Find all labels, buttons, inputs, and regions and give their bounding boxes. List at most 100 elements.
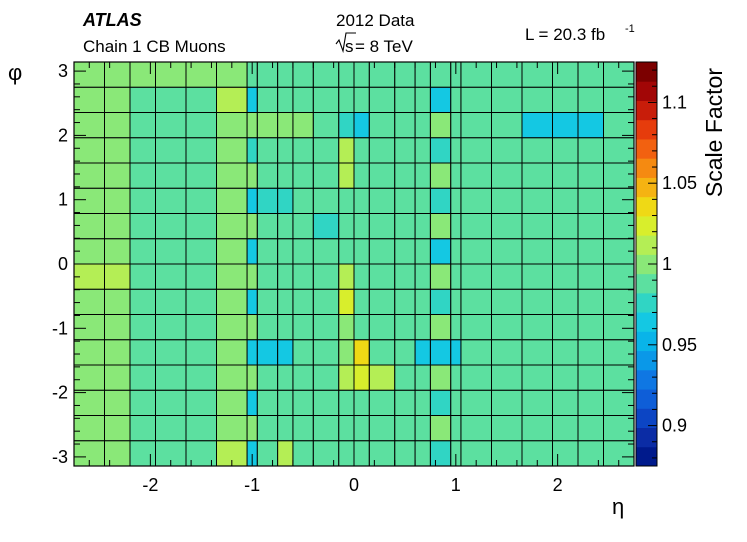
heatmap-cell <box>277 415 293 441</box>
heatmap-cell <box>74 390 105 416</box>
heatmap-cell <box>313 365 339 391</box>
luminosity-exponent: -1 <box>625 23 635 35</box>
heatmap-cell <box>130 62 156 88</box>
heatmap-cell <box>186 112 217 138</box>
heatmap-cell <box>216 264 248 290</box>
colorbar-segment <box>636 408 657 429</box>
heatmap-cell <box>186 440 217 466</box>
heatmap-cell <box>578 440 604 466</box>
y-tick-label: 1 <box>58 190 68 210</box>
heatmap-cell <box>394 213 416 239</box>
heatmap-cell <box>578 112 604 138</box>
axis-ticks <box>74 62 634 466</box>
heatmap-cell <box>257 440 278 466</box>
heatmap-cell <box>460 314 492 340</box>
heatmap-cell <box>216 163 248 189</box>
heatmap-cell <box>216 339 248 365</box>
heatmap-cell <box>460 365 492 391</box>
heatmap-cell <box>104 289 130 315</box>
colorbar-tick-label: 1.1 <box>662 92 687 112</box>
heatmap-cell <box>155 264 186 290</box>
heatmap-cell <box>394 390 416 416</box>
heatmap-cell <box>354 415 370 441</box>
heatmap-cell <box>338 289 354 315</box>
heatmap-cell <box>578 415 604 441</box>
heatmap-cell <box>394 163 416 189</box>
heatmap-cell <box>450 137 461 163</box>
heatmap-cell <box>430 213 451 239</box>
heatmap-cell <box>292 314 314 340</box>
heatmap-cell <box>415 137 431 163</box>
dataset-label: 2012 Data <box>336 11 415 30</box>
heatmap-cell <box>130 390 156 416</box>
heatmap-cell <box>552 188 578 214</box>
heatmap-cell <box>369 289 395 315</box>
y-tick-label: 2 <box>58 125 68 145</box>
colorbar <box>635 61 658 467</box>
heatmap-cell <box>338 62 354 88</box>
y-axis-label: φ <box>8 60 22 85</box>
heatmap-cell <box>130 213 156 239</box>
heatmap-cell <box>292 365 314 391</box>
y-tick-label: 0 <box>58 254 68 274</box>
heatmap-cell <box>186 289 217 315</box>
heatmap-cell <box>277 62 293 88</box>
heatmap-cells <box>74 62 634 466</box>
heatmap-cell <box>415 339 431 365</box>
heatmap-cell <box>104 213 130 239</box>
heatmap-cell <box>415 62 431 88</box>
heatmap-cell <box>369 188 395 214</box>
heatmap-cell <box>522 339 553 365</box>
heatmap-cell <box>450 339 461 365</box>
heatmap-cell <box>130 112 156 138</box>
heatmap-cell <box>277 365 293 391</box>
heatmap-cell <box>522 163 553 189</box>
x-tick-label: -2 <box>142 475 158 495</box>
heatmap-cell <box>354 238 370 264</box>
colorbar-tick-label: 0.9 <box>662 416 687 436</box>
heatmap-cell <box>247 137 258 163</box>
heatmap-cell <box>186 188 217 214</box>
heatmap-cell <box>369 264 395 290</box>
heatmap-cell <box>603 112 634 138</box>
heatmap-cell <box>216 289 248 315</box>
heatmap-cell <box>155 339 186 365</box>
heatmap-cell <box>247 339 258 365</box>
heatmap-cell <box>354 314 370 340</box>
heatmap-cell <box>257 365 278 391</box>
heatmap-cell <box>257 213 278 239</box>
heatmap-cell <box>394 339 416 365</box>
heatmap-cell <box>460 289 492 315</box>
heatmap-cell <box>186 339 217 365</box>
heatmap-cell <box>552 289 578 315</box>
heatmap-cell <box>104 188 130 214</box>
sqrt-symbol <box>335 32 356 54</box>
heatmap-cell <box>338 390 354 416</box>
colorbar-segment <box>636 292 657 313</box>
heatmap-cell <box>450 238 461 264</box>
heatmap-cell <box>552 213 578 239</box>
heatmap-cell <box>369 238 395 264</box>
heatmap-cell <box>491 137 522 163</box>
heatmap-cell <box>104 415 130 441</box>
x-tick-label: 0 <box>349 475 359 495</box>
heatmap-cell <box>155 87 186 113</box>
heatmap-cell <box>354 339 370 365</box>
heatmap-cell <box>104 264 130 290</box>
heatmap-cell <box>491 289 522 315</box>
heatmap-cell <box>257 289 278 315</box>
heatmap-cell <box>430 365 451 391</box>
heatmap-cell <box>313 264 339 290</box>
heatmap-cell <box>130 314 156 340</box>
heatmap-cell <box>313 62 339 88</box>
heatmap-cell <box>354 390 370 416</box>
heatmap-cell <box>450 390 461 416</box>
heatmap-cell <box>338 87 354 113</box>
heatmap-cell <box>354 112 370 138</box>
heatmap-cell <box>247 87 258 113</box>
heatmap-cell <box>130 365 156 391</box>
heatmap-cell <box>130 264 156 290</box>
heatmap-cell <box>292 289 314 315</box>
y-tick-label: -1 <box>52 318 68 338</box>
